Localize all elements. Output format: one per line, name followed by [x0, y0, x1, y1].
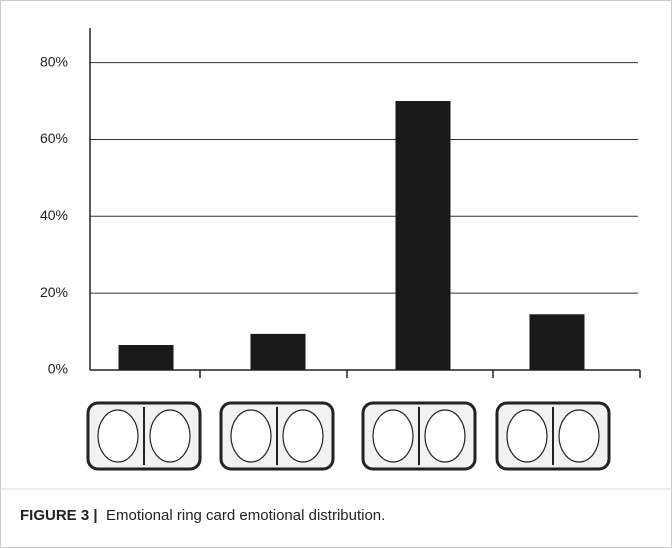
bar — [251, 334, 306, 370]
bar — [530, 314, 585, 370]
caption-label: FIGURE 3 | — [20, 507, 98, 524]
page: FIGURE 3 | Emotional ring card emotional… — [0, 0, 672, 548]
y-tick-label: 60% — [40, 130, 68, 146]
y-tick-label: 0% — [48, 361, 68, 377]
face-cards — [88, 403, 609, 469]
caption-text: Emotional ring card emotional distributi… — [106, 507, 385, 524]
y-tick-label: 80% — [40, 53, 68, 69]
y-tick-label: 20% — [40, 284, 68, 300]
bar — [396, 101, 451, 370]
y-tick-label: 40% — [40, 207, 68, 223]
bar — [119, 345, 174, 370]
chart: FIGURE 3 | Emotional ring card emotional… — [0, 0, 672, 548]
